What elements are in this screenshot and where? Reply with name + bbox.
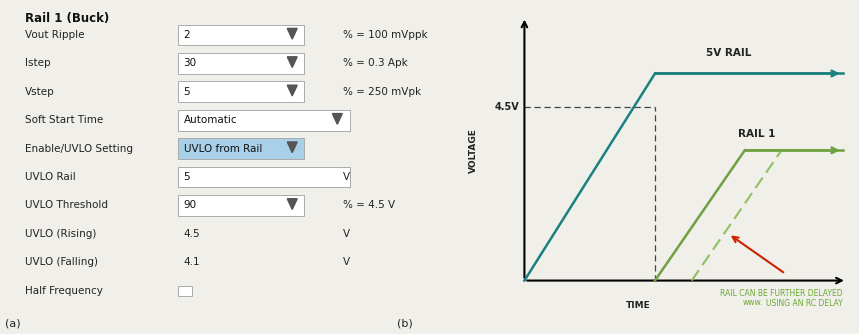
Text: RAIL CAN BE FURTHER DELAYED
USING AN RC DELAY: RAIL CAN BE FURTHER DELAYED USING AN RC … <box>720 289 843 308</box>
Text: UVLO from Rail: UVLO from Rail <box>184 144 262 154</box>
Text: RAIL 1: RAIL 1 <box>738 129 776 139</box>
Text: Enable/UVLO Setting: Enable/UVLO Setting <box>25 144 133 154</box>
Text: 5V RAIL: 5V RAIL <box>706 48 751 58</box>
Bar <box>178 167 350 187</box>
Text: (a): (a) <box>4 319 20 329</box>
Polygon shape <box>287 85 297 96</box>
Text: Istep: Istep <box>25 58 51 68</box>
Text: VOLTAGE: VOLTAGE <box>469 128 478 173</box>
Bar <box>178 195 304 216</box>
Text: www.: www. <box>743 298 763 307</box>
Text: 4.5: 4.5 <box>184 229 200 239</box>
Text: (b): (b) <box>397 319 412 329</box>
Text: 2: 2 <box>184 30 190 40</box>
Text: Half Frequency: Half Frequency <box>25 286 103 296</box>
Text: V: V <box>343 257 350 267</box>
Text: 4.5V: 4.5V <box>495 102 520 112</box>
Text: 5: 5 <box>184 87 190 97</box>
Bar <box>178 81 304 102</box>
Text: UVLO Rail: UVLO Rail <box>25 172 76 182</box>
Polygon shape <box>287 199 297 209</box>
Text: UVLO (Rising): UVLO (Rising) <box>25 229 96 239</box>
Text: % = 100 mVppk: % = 100 mVppk <box>343 30 428 40</box>
Text: UVLO Threshold: UVLO Threshold <box>25 200 107 210</box>
Text: 4.1: 4.1 <box>184 257 200 267</box>
Text: V: V <box>343 172 350 182</box>
Text: UVLO (Falling): UVLO (Falling) <box>25 257 98 267</box>
Polygon shape <box>332 114 342 124</box>
Polygon shape <box>287 142 297 153</box>
Text: % = 4.5 V: % = 4.5 V <box>343 200 395 210</box>
Text: 90: 90 <box>184 200 197 210</box>
Text: Soft Start Time: Soft Start Time <box>25 115 103 125</box>
Bar <box>178 138 304 159</box>
Text: % = 250 mVpk: % = 250 mVpk <box>343 87 421 97</box>
Bar <box>178 286 192 296</box>
Text: Vout Ripple: Vout Ripple <box>25 30 84 40</box>
Text: V: V <box>343 229 350 239</box>
Bar <box>178 110 350 131</box>
Text: Rail 1 (Buck): Rail 1 (Buck) <box>25 12 109 25</box>
Text: Vstep: Vstep <box>25 87 55 97</box>
Text: 30: 30 <box>184 58 197 68</box>
Text: TIME: TIME <box>626 301 651 310</box>
Text: % = 0.3 Apk: % = 0.3 Apk <box>343 58 407 68</box>
Bar <box>178 53 304 74</box>
Text: 5: 5 <box>184 172 190 182</box>
Text: Automatic: Automatic <box>184 115 237 125</box>
Bar <box>178 25 304 45</box>
Polygon shape <box>287 57 297 67</box>
Polygon shape <box>287 28 297 39</box>
